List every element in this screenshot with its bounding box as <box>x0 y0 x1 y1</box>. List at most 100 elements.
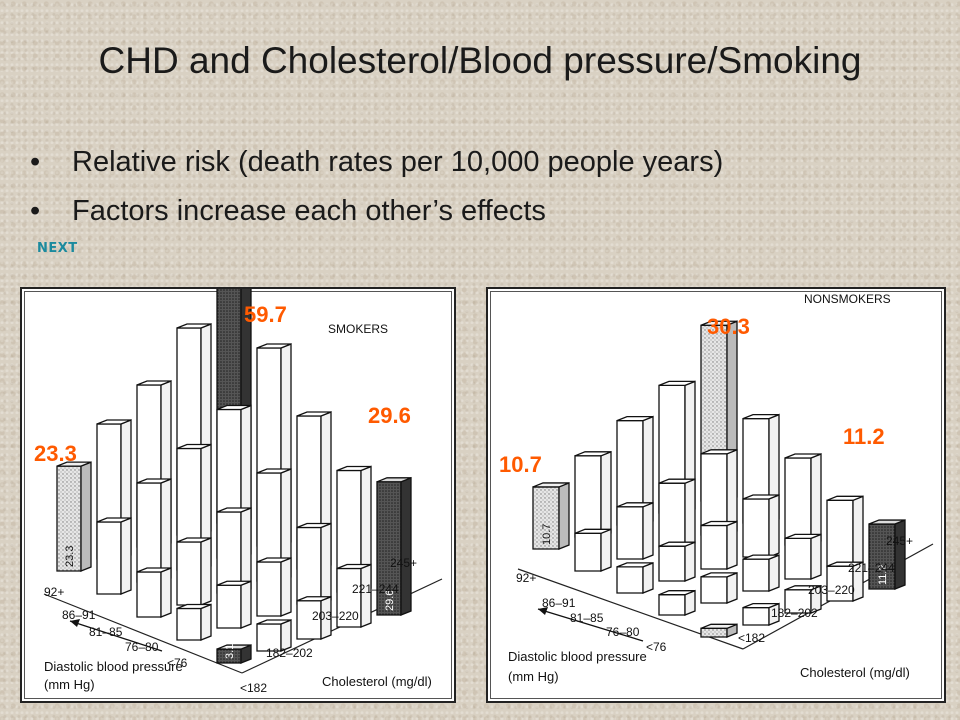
bar-top-face <box>784 453 822 459</box>
bar-front-face <box>574 455 602 538</box>
bp-tick-label: 76–80 <box>125 640 159 654</box>
bar-<76-<182: 3.1 <box>216 644 252 664</box>
bp-tick-label: <76 <box>167 656 188 670</box>
callout-nonsmokers-10-7: 10.7 <box>499 452 542 477</box>
bar-front-face <box>256 561 282 617</box>
bar-front-face <box>616 506 644 560</box>
bar-<76-203–220 <box>784 584 822 614</box>
bar-top-face <box>336 465 372 472</box>
bar-side-face <box>200 603 212 641</box>
bar-side-face <box>768 494 780 558</box>
bar-front-face <box>136 482 162 583</box>
bp-direction-arrow <box>69 619 163 652</box>
bar-76–80-<182 <box>176 603 212 641</box>
bar-top-face <box>826 495 864 501</box>
bar-<76-245+: 11.2 <box>868 519 906 590</box>
bar-front-face <box>658 545 686 582</box>
chol-axis-title: Cholesterol (mg/dl) <box>800 665 910 680</box>
bar-top-face <box>136 380 172 386</box>
bar-top-face <box>256 557 292 563</box>
bar-side-face <box>726 520 738 570</box>
bar-top-face <box>176 537 212 543</box>
bar-86–91-<182 <box>574 528 612 572</box>
bar-front-face <box>96 521 122 595</box>
bar-side-face <box>894 519 906 590</box>
bar-92+-<182: 10.7 <box>532 481 570 550</box>
bar-top-face <box>56 461 92 467</box>
chol-tick-label: 221–244 <box>352 582 399 596</box>
smokers-3d-bar-chart: SMOKERS59.723.329.63.192+86–9181–8576–80… <box>43 289 443 695</box>
bar-front-face <box>136 571 162 618</box>
bar-top-face <box>136 567 172 573</box>
bar-81–85-203–220 <box>216 507 252 594</box>
bar-top-face <box>742 554 780 560</box>
bar-side-face <box>726 571 738 604</box>
bp-tick-label: 92+ <box>44 585 64 599</box>
bar-<76-245+: 29.6 <box>376 476 412 616</box>
bar-top-face <box>532 482 570 488</box>
bar-76–80-245+ <box>826 495 864 568</box>
bar-side-face <box>120 517 132 595</box>
bar-side-face <box>400 476 412 616</box>
bar-81–85-245+ <box>784 453 822 546</box>
bar-side-face <box>642 561 654 594</box>
chart-series-title: NONSMOKERS <box>804 292 891 306</box>
bar-76–80-<182 <box>658 589 696 616</box>
callout-nonsmokers-11-2: 11.2 <box>843 424 885 449</box>
bar-side-face <box>558 481 570 550</box>
chol-tick-label: 182–202 <box>266 646 313 660</box>
bar-side-face <box>768 554 780 592</box>
bar-front-face <box>574 532 602 572</box>
bar-top-face <box>616 562 654 568</box>
bar-81–85-182–202 <box>176 537 212 606</box>
bar-top-face <box>658 541 696 547</box>
bar-top-face <box>700 449 738 455</box>
bar-side-face <box>852 495 864 568</box>
chol-tick-label: <182 <box>240 681 267 695</box>
bar-top-face <box>296 522 332 529</box>
bar-<76-203–220 <box>296 595 332 640</box>
bar-top-face <box>742 494 780 500</box>
chol-axis-title: Cholesterol (mg/dl) <box>322 674 432 689</box>
bar-76–80-182–202 <box>216 580 252 629</box>
bullet-list: Relative risk (death rates per 10,000 pe… <box>30 146 723 244</box>
bar-top-face <box>216 404 252 411</box>
next-link[interactable]: NEXT <box>37 241 78 256</box>
bar-top-face <box>574 528 612 534</box>
bp-tick-label: 86–91 <box>62 608 96 622</box>
bar-side-face <box>600 450 612 538</box>
bar-side-face <box>160 478 172 583</box>
bar-top-face <box>216 644 252 650</box>
bar-81–85-221–244 <box>256 468 292 582</box>
bar-side-face <box>80 461 92 572</box>
bar-<76-182–202 <box>742 602 780 626</box>
bar-top-face <box>700 520 738 527</box>
bar-<76-221–244 <box>826 561 864 602</box>
bar-value-label: 10.7 <box>541 524 553 545</box>
bar-top-face <box>658 478 696 484</box>
chol-tick-label: 245+ <box>886 534 913 548</box>
bar-side-face <box>240 507 252 594</box>
bar-side-face <box>810 533 822 580</box>
bar-76–80-221–244 <box>784 533 822 580</box>
arrow-shaft <box>537 608 644 642</box>
bar-top-face <box>616 415 654 422</box>
bar-92+-<182: 23.3 <box>56 461 92 572</box>
bar-value-label: 29.6 <box>384 590 396 611</box>
bar-side-face <box>684 541 696 582</box>
bar-top-face <box>742 602 780 609</box>
bar-76–80-182–202 <box>700 571 738 604</box>
bar-front-face <box>700 627 728 638</box>
bp-axis-title-line2: (mm Hg) <box>44 677 95 692</box>
bar-top-face <box>256 468 292 474</box>
bullet-relative-risk: Relative risk (death rates per 10,000 pe… <box>30 146 723 179</box>
bar-<76-<182 <box>700 623 738 638</box>
bar-86–91-203–220 <box>658 478 696 548</box>
bp-axis-title-line1: Diastolic blood pressure <box>44 659 183 674</box>
nonsmokers-3d-bar-chart: NONSMOKERS 30.3 10.7 11.2 92+ 86–9181–8576–80… <box>508 292 934 684</box>
chol-tick-label: 182–202 <box>771 606 818 620</box>
bar-side-face <box>160 567 172 618</box>
bar-81–85-182–202 <box>658 541 696 582</box>
bullet-factors-interact: Factors increase each other’s effects <box>30 195 723 228</box>
bar-81–85-221–244 <box>742 494 780 558</box>
